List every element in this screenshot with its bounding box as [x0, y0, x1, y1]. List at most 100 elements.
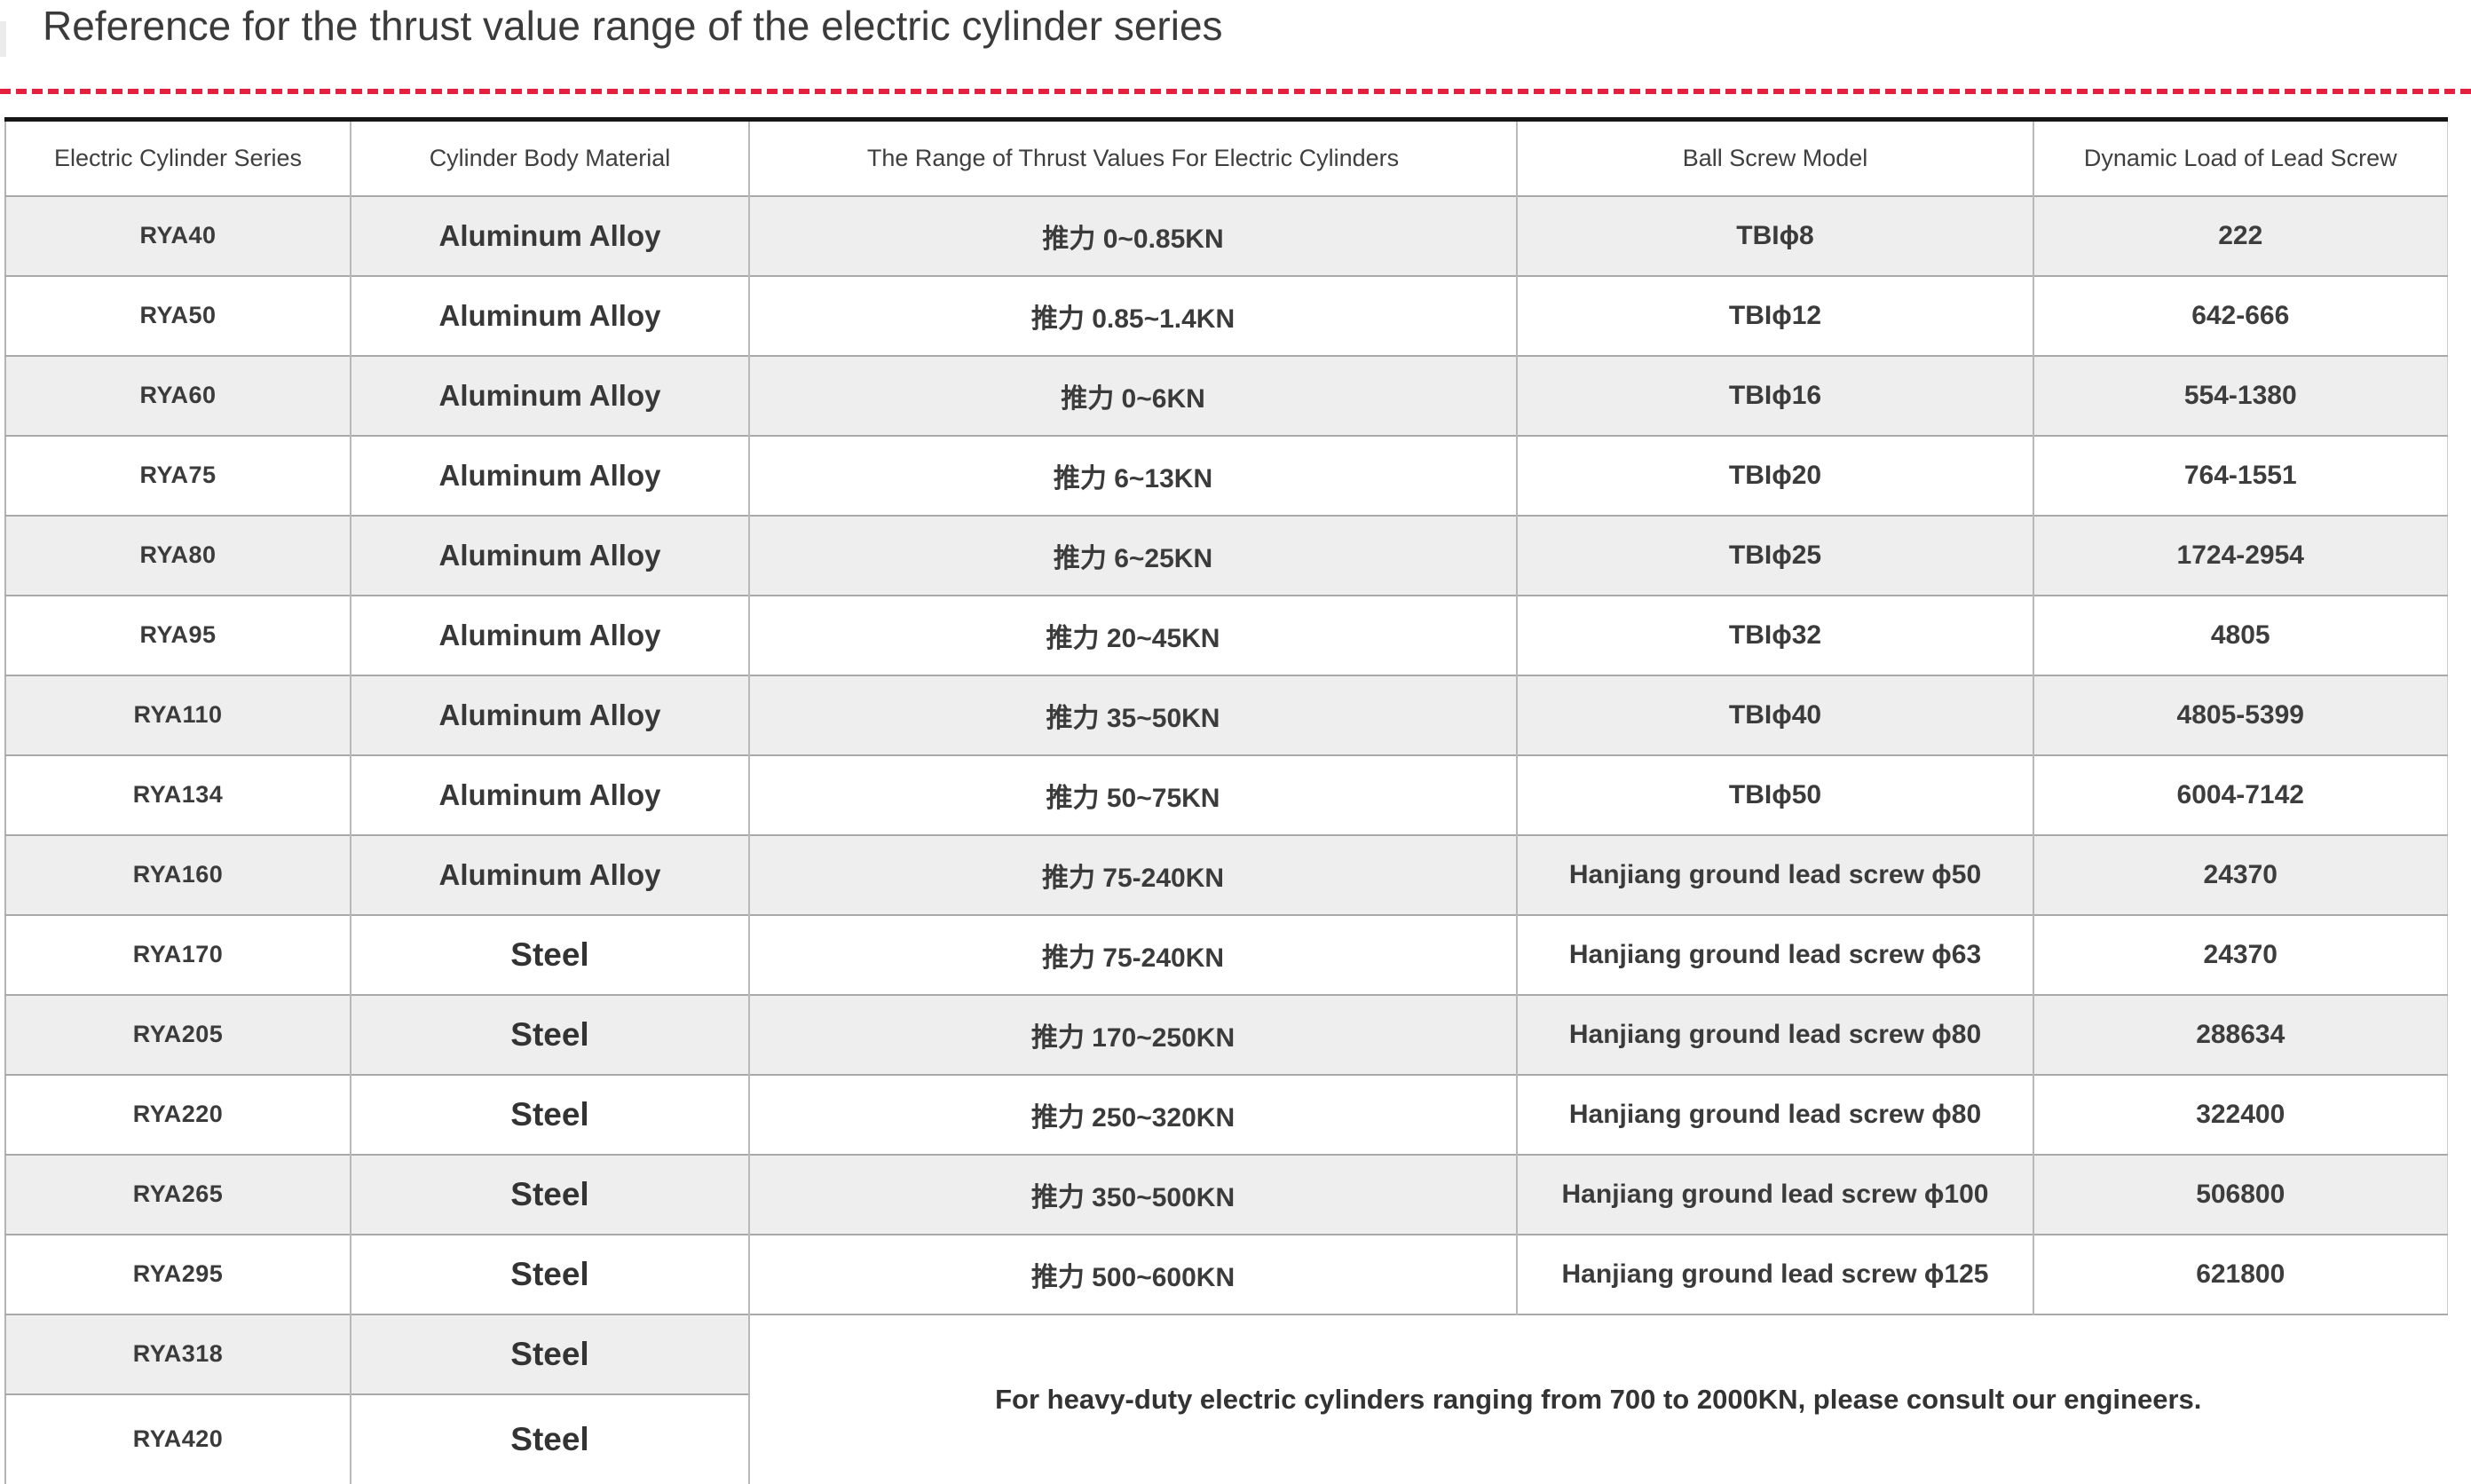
- table-row: RYA80 Aluminum Alloy 推力 6~25KN TBIϕ25 17…: [5, 514, 2447, 596]
- table-row: RYA295 Steel 推力 500~600KN Hanjiang groun…: [5, 1233, 2447, 1314]
- col-header-series: Electric Cylinder Series: [53, 144, 303, 171]
- table-row: RYA318 Steel For heavy-duty electric cyl…: [5, 1313, 2448, 1484]
- col-header-thrust-range: The Range of Thrust Values For Electric …: [748, 119, 1517, 196]
- thrust-cell: 推力 20~45KN: [748, 594, 1517, 675]
- thrust-cell: 推力 0~0.85KN: [748, 194, 1517, 276]
- series-cell: RYA110: [5, 674, 351, 755]
- thrust-cell: 推力 6~13KN: [748, 434, 1517, 516]
- table-row: RYA95 Aluminum Alloy 推力 20~45KN TBIϕ32 4…: [5, 594, 2447, 675]
- screw-cell: TBIϕ25: [1516, 514, 2033, 596]
- table-row: RYA110 Aluminum Alloy 推力 35~50KN TBIϕ40 …: [5, 674, 2447, 755]
- screw-cell: TBIϕ50: [1516, 754, 2033, 835]
- load-cell: 642-666: [2033, 274, 2447, 356]
- red-dashed-divider: [0, 89, 2471, 94]
- series-cell: RYA295: [5, 1233, 351, 1314]
- thrust-cell: 推力 250~320KN: [748, 1073, 1517, 1155]
- series-cell: RYA80: [5, 514, 351, 596]
- material-cell: Aluminum Alloy: [350, 594, 749, 675]
- table-row: RYA160 Aluminum Alloy 推力 75-240KN Hanjia…: [5, 833, 2447, 915]
- load-cell: 506800: [2033, 1153, 2447, 1235]
- series-cell: RYA205: [5, 993, 351, 1075]
- header-row: Electric Cylinder Series Cylinder Body M…: [5, 119, 2447, 196]
- material-cell: Steel: [350, 913, 749, 995]
- table-row: RYA40 Aluminum Alloy 推力 0~0.85KN TBIϕ8 2…: [5, 194, 2447, 276]
- screw-cell: Hanjiang ground lead screw ϕ80: [1516, 1073, 2033, 1155]
- material-cell: Aluminum Alloy: [350, 514, 749, 596]
- material-cell: Steel: [350, 1073, 749, 1155]
- series-cell: RYA60: [5, 354, 351, 436]
- material-cell: Aluminum Alloy: [350, 674, 749, 755]
- screw-cell: Hanjiang ground lead screw ϕ80: [1516, 993, 2033, 1075]
- thrust-cell: 推力 500~600KN: [748, 1233, 1517, 1314]
- load-cell: 4805: [2033, 594, 2447, 675]
- series-cell: RYA95: [5, 594, 351, 675]
- table-row: RYA420 Steel: [5, 1393, 2447, 1484]
- load-cell: 4805-5399: [2033, 674, 2447, 755]
- cropped-edge-decoration: [0, 21, 6, 57]
- table-row: RYA265 Steel 推力 350~500KN Hanjiang groun…: [5, 1153, 2447, 1235]
- table-row: RYA170 Steel 推力 75-240KN Hanjiang ground…: [5, 913, 2447, 995]
- material-cell: Steel: [350, 1393, 749, 1484]
- thrust-cell: 推力 0~6KN: [748, 354, 1517, 436]
- load-cell: 222: [2033, 194, 2447, 276]
- material-cell: Steel: [350, 1313, 749, 1394]
- thrust-reference-table: Electric Cylinder Series Cylinder Body M…: [4, 117, 2448, 1484]
- thrust-cell: 推力 50~75KN: [748, 754, 1517, 835]
- load-cell: 1724-2954: [2033, 514, 2447, 596]
- screw-cell: TBIϕ20: [1516, 434, 2033, 516]
- load-cell: 554-1380: [2033, 354, 2447, 436]
- material-cell: Aluminum Alloy: [350, 274, 749, 356]
- col-header-material: Cylinder Body Material: [350, 119, 749, 196]
- table-row: RYA60 Aluminum Alloy 推力 0~6KN TBIϕ16 554…: [5, 354, 2447, 436]
- thrust-cell: 推力 6~25KN: [748, 514, 1517, 596]
- heavy-duty-note: For heavy-duty electric cylinders rangin…: [748, 1313, 2448, 1484]
- col-header-dynamic-load: Dynamic Load of Lead Screw: [2033, 119, 2447, 196]
- material-cell: Aluminum Alloy: [350, 434, 749, 516]
- load-cell: 24370: [2033, 833, 2447, 915]
- screw-cell: TBIϕ12: [1516, 274, 2033, 356]
- screw-cell: Hanjiang ground lead screw ϕ125: [1516, 1233, 2033, 1314]
- thrust-cell: 推力 35~50KN: [748, 674, 1517, 755]
- page-title: Reference for the thrust value range of …: [43, 3, 1223, 49]
- screw-cell: TBIϕ40: [1516, 674, 2033, 755]
- material-cell: Steel: [350, 1233, 749, 1314]
- series-cell: RYA265: [5, 1153, 351, 1235]
- screw-cell: TBIϕ32: [1516, 594, 2033, 675]
- load-cell: 288634: [2033, 993, 2447, 1075]
- thrust-cell: 推力 170~250KN: [748, 993, 1517, 1075]
- col-header-ball-screw: Ball Screw Model: [1516, 119, 2033, 196]
- load-cell: 24370: [2033, 913, 2447, 995]
- material-cell: Aluminum Alloy: [350, 354, 749, 436]
- series-cell: RYA170: [5, 913, 351, 995]
- material-cell: Aluminum Alloy: [350, 833, 749, 915]
- series-cell: RYA318: [5, 1313, 351, 1394]
- table-row: RYA50 Aluminum Alloy 推力 0.85~1.4KN TBIϕ1…: [5, 274, 2447, 356]
- series-cell: RYA50: [5, 274, 351, 356]
- load-cell: 6004-7142: [2033, 754, 2447, 835]
- material-cell: Aluminum Alloy: [350, 194, 749, 276]
- screw-cell: Hanjiang ground lead screw ϕ63: [1516, 913, 2033, 995]
- series-cell: RYA160: [5, 833, 351, 915]
- screw-cell: TBIϕ16: [1516, 354, 2033, 436]
- series-cell: RYA40: [5, 194, 351, 276]
- load-cell: 764-1551: [2033, 434, 2447, 516]
- thrust-cell: 推力 75-240KN: [748, 913, 1517, 995]
- table-row: RYA75 Aluminum Alloy 推力 6~13KN TBIϕ20 76…: [5, 434, 2447, 516]
- screw-cell: TBIϕ8: [1516, 194, 2033, 276]
- load-cell: 322400: [2033, 1073, 2447, 1155]
- series-cell: RYA220: [5, 1073, 351, 1155]
- thrust-cell: 推力 0.85~1.4KN: [748, 274, 1517, 356]
- screw-cell: Hanjiang ground lead screw ϕ50: [1516, 833, 2033, 915]
- load-cell: 621800: [2033, 1233, 2447, 1314]
- series-cell: RYA420: [5, 1393, 351, 1484]
- table-row: RYA134 Aluminum Alloy 推力 50~75KN TBIϕ50 …: [5, 754, 2447, 835]
- material-cell: Aluminum Alloy: [350, 754, 749, 835]
- table-row: RYA205 Steel 推力 170~250KN Hanjiang groun…: [5, 993, 2447, 1075]
- thrust-cell: 推力 350~500KN: [748, 1153, 1517, 1235]
- material-cell: Steel: [350, 1153, 749, 1235]
- thrust-cell: 推力 75-240KN: [748, 833, 1517, 915]
- series-cell: RYA75: [5, 434, 351, 516]
- table-row: RYA220 Steel 推力 250~320KN Hanjiang groun…: [5, 1073, 2447, 1155]
- screw-cell: Hanjiang ground lead screw ϕ100: [1516, 1153, 2033, 1235]
- series-cell: RYA134: [5, 754, 351, 835]
